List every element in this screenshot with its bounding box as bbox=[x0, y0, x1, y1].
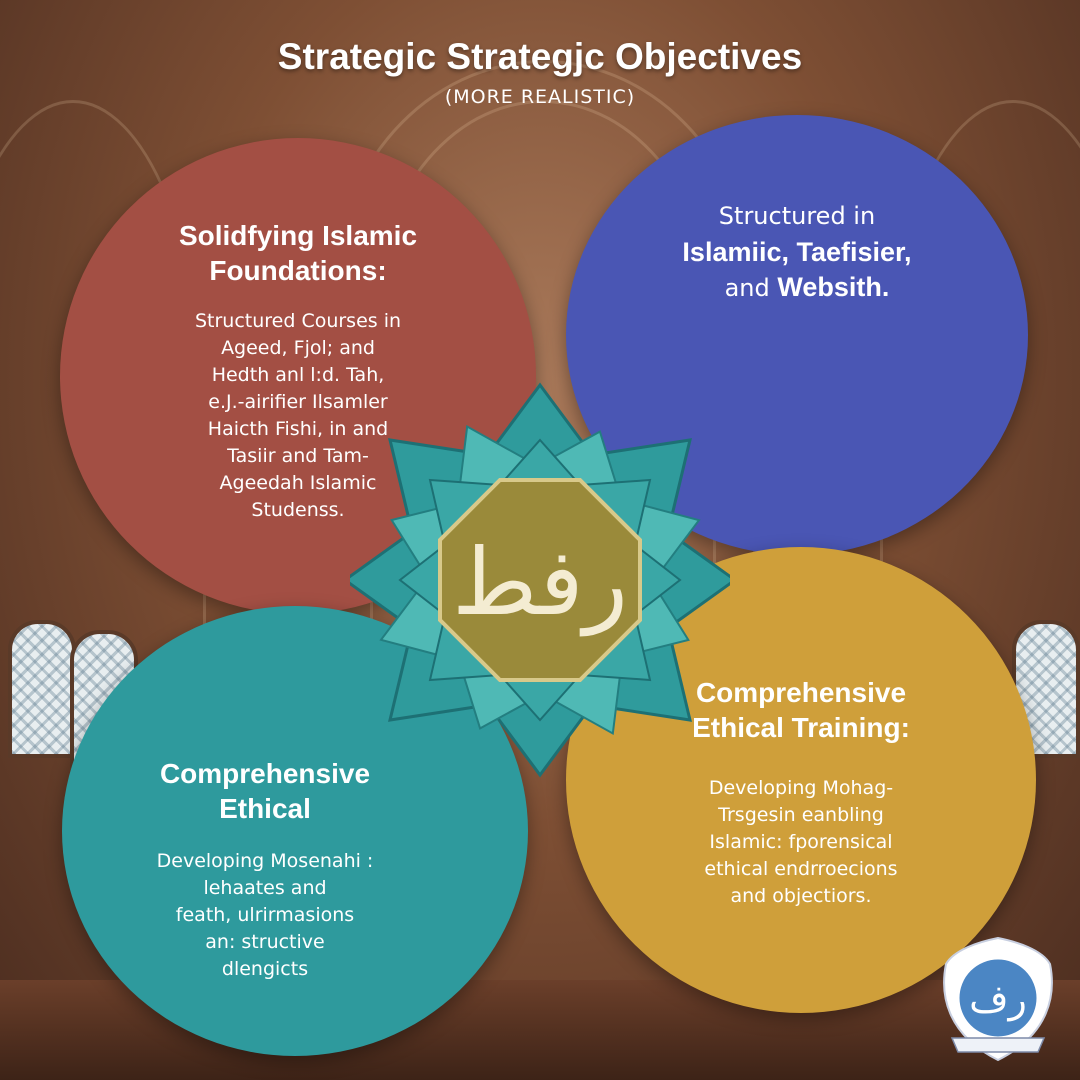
logo-calligraphy: رف bbox=[969, 977, 1027, 1021]
objective-intro: Structured in bbox=[718, 202, 876, 230]
octagon-center bbox=[438, 478, 642, 682]
objective-circle-islamic-foundations: Solidfying Islamic Foundations: Structur… bbox=[60, 138, 536, 614]
emblem-calligraphy: رفط bbox=[452, 529, 628, 636]
lattice-window bbox=[8, 620, 76, 758]
objective-heading-tail-bold: Websith. bbox=[777, 272, 890, 302]
islamic-star-calligraphy-emblem-icon: رفط bbox=[350, 382, 730, 778]
objective-description: Developing Mosenahi : lehaates and feath… bbox=[156, 850, 374, 980]
institution-crest-logo-icon: رف bbox=[943, 936, 1053, 1062]
page-subtitle: (MORE REALISTIC) bbox=[444, 86, 636, 108]
objective-heading-tail: and Websith. bbox=[705, 272, 890, 303]
objective-heading: Islamiic, Taefisier, bbox=[682, 237, 912, 267]
objective-heading: Comprehensive Ethical bbox=[159, 758, 371, 824]
crest-ribbon bbox=[950, 1037, 1046, 1053]
objective-heading: Comprehensive Ethical Training: bbox=[692, 677, 910, 743]
objective-heading-tail-prefix: and bbox=[724, 274, 778, 302]
objective-description: Structured Courses in Ageed, Fjol; and H… bbox=[194, 310, 402, 521]
page-title: Strategic Strategjc Objectives bbox=[277, 36, 803, 77]
objective-circle-ethical: Comprehensive Ethical Developing Mosenah… bbox=[62, 606, 528, 1056]
objective-heading: Solidfying Islamic Foundations: bbox=[178, 220, 418, 286]
objective-description: Developing Mohag- Trsgesin eanbling Isla… bbox=[704, 777, 898, 907]
